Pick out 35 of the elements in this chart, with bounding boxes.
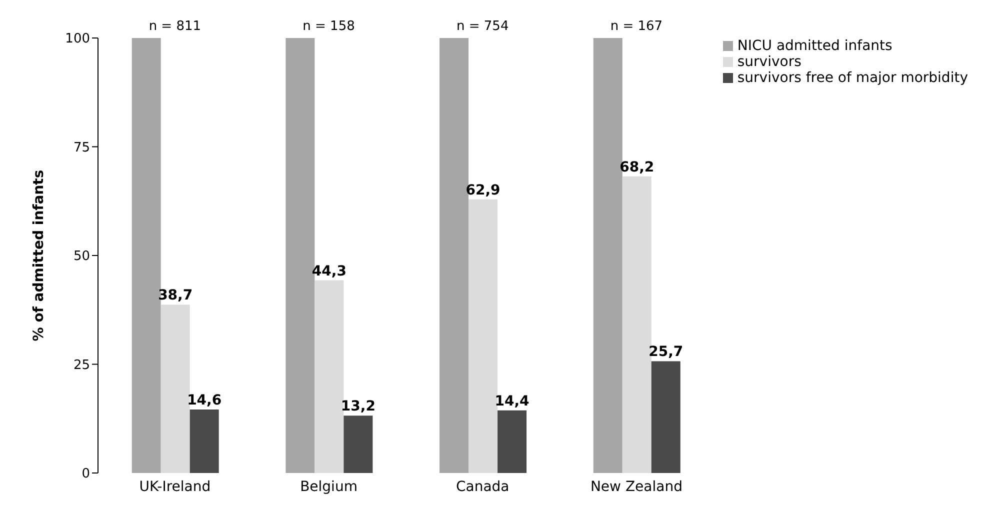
legend-label: survivors free of major morbidity	[737, 70, 968, 86]
data-label: 44,3	[312, 263, 346, 280]
y-tick-label: 100	[65, 32, 90, 47]
text: n = 811	[148, 19, 202, 34]
bar	[190, 409, 219, 473]
y-axis-title: % of admitted infants	[30, 170, 47, 342]
text: n = 167	[610, 19, 663, 34]
y-tick-label: 0	[82, 466, 90, 482]
data-label: 14,6	[187, 392, 222, 408]
x-tick-label: UK-Ireland	[139, 478, 211, 495]
data-label: 62,9	[466, 182, 500, 198]
bar	[468, 199, 498, 473]
bar	[593, 38, 622, 473]
x-tick-label: Belgium	[300, 478, 358, 495]
data-label: 13,2	[340, 398, 376, 415]
bar	[160, 304, 190, 473]
data-label: 68,2	[620, 159, 654, 176]
bar	[344, 416, 373, 473]
bar	[651, 361, 680, 473]
data-label: 38,7	[158, 288, 193, 304]
bar	[622, 176, 652, 473]
x-tick-label: Canada	[456, 478, 510, 495]
data-label: 25,7	[648, 344, 684, 360]
legend-label: NICU admitted infants	[737, 38, 892, 54]
y-tick-label: 50	[73, 249, 90, 264]
data-label: 14,4	[494, 393, 530, 410]
text: n = 158	[302, 19, 355, 34]
y-tick-label: 75	[73, 140, 90, 156]
bar	[132, 38, 161, 473]
x-tick-label: New Zealand	[590, 478, 682, 495]
legend-label: survivors	[737, 54, 802, 70]
bar	[498, 410, 527, 473]
y-tick-label: 25	[73, 358, 90, 373]
bar	[314, 280, 344, 473]
text: n = 754	[456, 19, 509, 34]
